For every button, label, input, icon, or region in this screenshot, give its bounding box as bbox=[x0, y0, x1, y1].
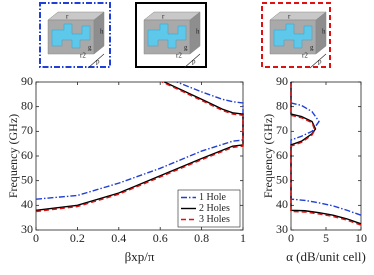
legend-label: 1 Hole bbox=[199, 192, 227, 203]
legend-label: 3 Holes bbox=[199, 214, 230, 225]
channel bbox=[51, 23, 91, 49]
legend-label: 2 Holes bbox=[199, 203, 230, 214]
dimension-label: r bbox=[66, 13, 69, 21]
y-tick-label: 30 bbox=[21, 222, 33, 236]
y-tick-label: 50 bbox=[21, 172, 33, 186]
dimension-label: h bbox=[322, 28, 326, 36]
dimension-label: p bbox=[96, 58, 100, 66]
channel bbox=[273, 23, 313, 49]
dimension-line bbox=[183, 53, 201, 69]
dimension-label: r bbox=[288, 13, 291, 21]
illustration-frame bbox=[39, 2, 111, 68]
series-line bbox=[35, 81, 244, 211]
x-tick-label: 0.4 bbox=[111, 231, 126, 245]
dimension-label: r2 bbox=[176, 52, 182, 60]
y-tick-label: 60 bbox=[276, 148, 288, 162]
block-side bbox=[315, 11, 327, 55]
plot-area bbox=[290, 81, 362, 231]
y-tick-label: 70 bbox=[276, 123, 288, 137]
block-side bbox=[189, 11, 201, 55]
y-tick-label: 70 bbox=[21, 123, 33, 137]
y-axis-label: Frequency (GHz) bbox=[6, 114, 20, 198]
channel bbox=[147, 23, 187, 49]
dimension-label: g bbox=[310, 44, 314, 52]
dimension-line bbox=[309, 53, 327, 69]
y-tick-label: 40 bbox=[276, 197, 288, 211]
series-line bbox=[35, 81, 244, 200]
x-tick-label: 0 bbox=[288, 231, 294, 245]
y-tick-label: 80 bbox=[276, 98, 288, 112]
dimension-label: h bbox=[100, 28, 104, 36]
x-tick-label: 10 bbox=[355, 231, 367, 245]
x-axis-label: α (dB/unit cell) bbox=[286, 249, 366, 264]
y-tick-label: 90 bbox=[276, 74, 288, 88]
y-axis-label: Frequency (GHz) bbox=[261, 114, 275, 198]
dimension-label: r2 bbox=[80, 52, 86, 60]
y-tick-label: 50 bbox=[276, 172, 288, 186]
y-tick-label: 40 bbox=[21, 197, 33, 211]
series-line bbox=[290, 82, 362, 226]
dimension-line bbox=[87, 53, 105, 69]
x-axis-label: βxp/π bbox=[125, 249, 155, 264]
dimension-label: h bbox=[196, 28, 200, 36]
x-tick-label: 0.6 bbox=[153, 231, 168, 245]
illustration-frame bbox=[261, 2, 331, 68]
dimension-label: r2 bbox=[302, 52, 308, 60]
dimension-label: g bbox=[88, 44, 92, 52]
y-tick-label: 80 bbox=[21, 98, 33, 112]
y-tick-label: 90 bbox=[21, 74, 33, 88]
x-tick-label: 1 bbox=[240, 231, 246, 245]
dimension-label: p bbox=[192, 58, 196, 66]
illustration-frame bbox=[135, 2, 207, 68]
series-line bbox=[35, 81, 244, 213]
x-tick-label: 0.8 bbox=[194, 231, 209, 245]
legend-box bbox=[177, 189, 241, 228]
chart: 30 40 50 60 70 80 90 0 0.2 0.4 0.6 0.8 1 βxp/π Frequen… bbox=[6, 74, 246, 264]
block-side bbox=[93, 11, 105, 55]
x-tick-label: 0 bbox=[33, 231, 39, 245]
y-tick-label: 60 bbox=[21, 148, 33, 162]
chart: 30 40 50 60 70 80 90 0 5 10 α (dB/unit cell) Freque… bbox=[261, 74, 367, 264]
dimension-label: p bbox=[318, 58, 322, 66]
dimension-label: r bbox=[162, 13, 165, 21]
dimension-label: g bbox=[184, 44, 188, 52]
series-line bbox=[290, 82, 362, 216]
x-tick-label: 0.2 bbox=[70, 231, 85, 245]
x-tick-label: 5 bbox=[323, 231, 329, 245]
y-tick-label: 30 bbox=[276, 222, 288, 236]
series-line bbox=[290, 82, 362, 225]
